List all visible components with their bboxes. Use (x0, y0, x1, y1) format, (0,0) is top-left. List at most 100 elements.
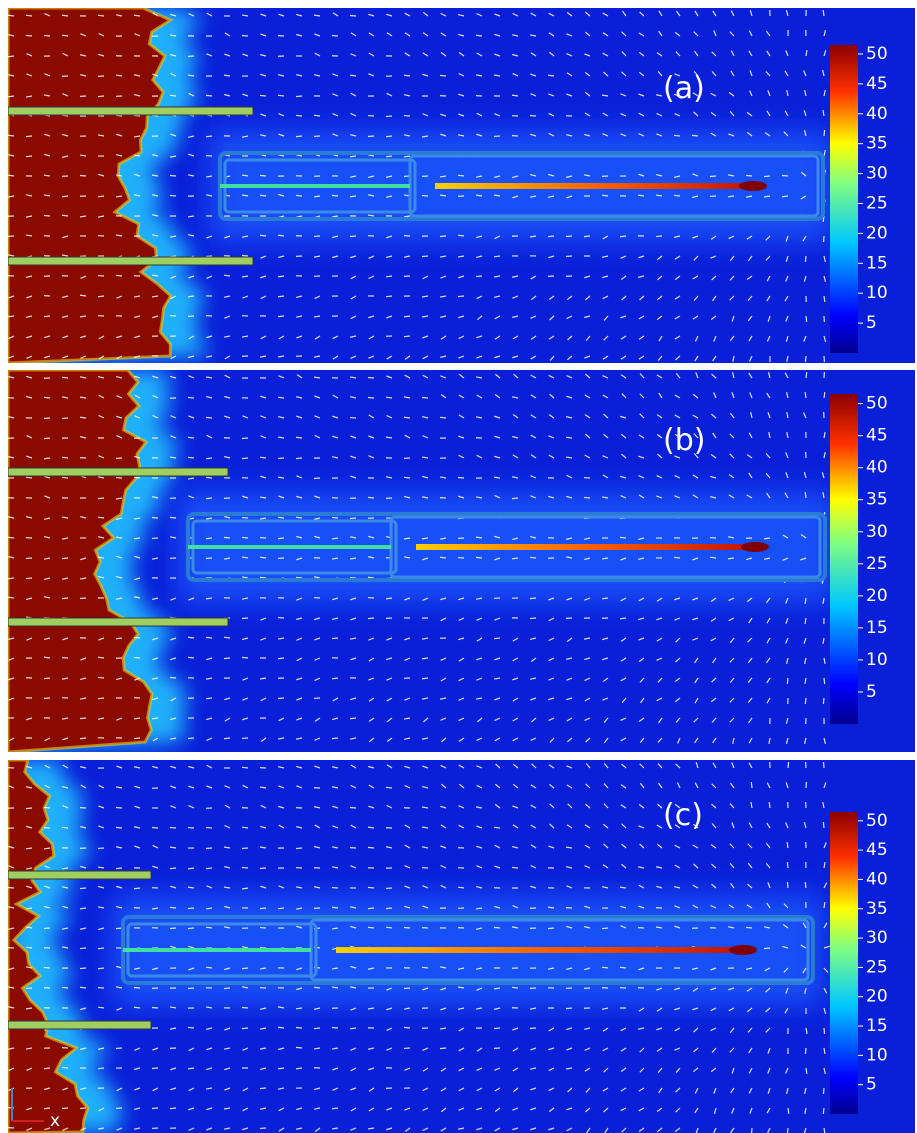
field-arrow (511, 497, 519, 500)
field-arrow (804, 255, 807, 263)
field-arrow (530, 1047, 537, 1051)
field-arrow (656, 1107, 663, 1112)
field-arrow (332, 73, 339, 77)
field-arrow (422, 697, 429, 700)
field-arrow (296, 315, 303, 318)
field-arrow (584, 355, 591, 359)
field-arrow (746, 235, 753, 240)
field-arrow (475, 376, 483, 379)
field-arrow (331, 986, 339, 989)
field-arrow (458, 454, 465, 459)
field-arrow (421, 315, 429, 318)
field-arrow (367, 576, 375, 579)
field-arrow (530, 275, 537, 280)
field-arrow (259, 234, 267, 237)
field-arrow (674, 433, 681, 439)
field-arrow (8, 174, 15, 177)
field-arrow (277, 537, 285, 540)
field-arrow (621, 453, 627, 459)
field-arrow (602, 275, 609, 279)
field-arrow (133, 114, 141, 117)
field-arrow (134, 1047, 141, 1051)
field-arrow (134, 355, 141, 358)
field-arrow (711, 51, 717, 57)
field-arrow (764, 967, 771, 972)
field-arrow (404, 12, 411, 17)
field-arrow (747, 315, 753, 322)
field-arrow (656, 697, 663, 702)
field-arrow (530, 434, 537, 439)
field-arrow (314, 517, 321, 520)
field-arrow (638, 804, 645, 809)
field-arrow (476, 765, 483, 769)
field-arrow (386, 92, 393, 97)
field-arrow (115, 14, 123, 17)
field-arrow (133, 717, 141, 720)
field-arrow (602, 823, 609, 829)
field-arrow (530, 315, 537, 319)
field-arrow (404, 1007, 411, 1010)
field-arrow (8, 845, 15, 849)
field-arrow (242, 1127, 249, 1131)
field-arrow (458, 394, 465, 399)
field-arrow (584, 925, 591, 929)
field-arrow (458, 52, 465, 57)
field-arrow (440, 1087, 447, 1092)
field-arrow (61, 254, 69, 257)
field-arrow (566, 416, 573, 419)
field-arrow (440, 824, 447, 829)
field-arrow (620, 717, 627, 721)
field-arrow (314, 886, 321, 889)
field-arrow (440, 335, 447, 340)
field-arrow (295, 886, 303, 889)
field-arrow (512, 1107, 519, 1111)
field-arrow (802, 967, 807, 974)
field-arrow (259, 677, 267, 680)
field-arrow (530, 12, 537, 17)
field-arrow (98, 375, 105, 379)
field-arrow (421, 677, 429, 680)
field-arrow (475, 556, 483, 559)
field-arrow (422, 435, 429, 439)
field-arrow (655, 194, 663, 197)
field-arrow (602, 112, 609, 117)
field-arrow (25, 234, 33, 237)
field-arrow (494, 355, 501, 359)
field-arrow (638, 315, 645, 320)
field-arrow (785, 50, 789, 57)
field-arrow (458, 1107, 465, 1111)
field-arrow (765, 1007, 771, 1013)
field-arrow (259, 174, 267, 177)
colorbar-tick-label: 5 (866, 1075, 877, 1095)
field-arrow (133, 517, 141, 520)
field-arrow (692, 173, 699, 177)
field-arrow (152, 597, 159, 601)
field-arrow (782, 945, 789, 949)
field-arrow (61, 597, 69, 600)
field-arrow (385, 907, 393, 910)
field-arrow (547, 235, 555, 238)
field-arrow (549, 823, 555, 829)
field-arrow (785, 392, 789, 399)
field-arrow (259, 907, 267, 910)
field-arrow (476, 927, 483, 930)
field-arrow (187, 215, 195, 218)
field-arrow (169, 867, 177, 870)
field-arrow (548, 374, 555, 379)
field-arrow (602, 637, 609, 641)
field-arrow (494, 717, 501, 722)
field-arrow (259, 456, 267, 459)
field-arrow (767, 882, 771, 889)
field-arrow (242, 415, 249, 419)
field-arrow (386, 637, 393, 641)
field-arrow (224, 455, 231, 459)
field-arrow (602, 12, 609, 17)
field-arrow (766, 50, 771, 57)
field-arrow (656, 1007, 663, 1012)
field-arrow (332, 1087, 339, 1091)
field-arrow (512, 315, 519, 319)
field-arrow (805, 49, 808, 57)
field-arrow (133, 135, 141, 138)
field-arrow (224, 926, 231, 929)
field-arrow (565, 1067, 573, 1070)
